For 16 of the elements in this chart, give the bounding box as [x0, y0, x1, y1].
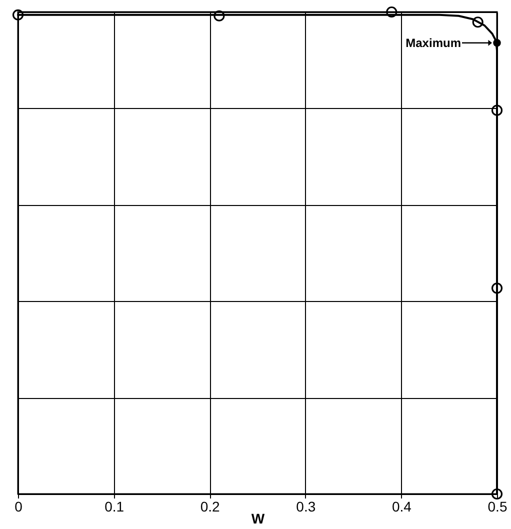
x-axis-title: W	[251, 510, 266, 526]
point	[472, 16, 484, 28]
point	[12, 9, 24, 20]
x-tick-label: 0.1	[104, 498, 124, 514]
x-tick-label: 0	[14, 498, 23, 514]
point	[214, 10, 225, 22]
point	[493, 38, 501, 47]
point	[491, 282, 503, 294]
point	[386, 6, 398, 18]
legend-label: Maximum	[406, 36, 461, 50]
x-tick-label: 0.4	[392, 498, 412, 514]
x-tick-label: 0.2	[200, 498, 220, 514]
point	[491, 104, 503, 116]
x-tick-label: 0.5	[488, 498, 508, 514]
x-tick-label: 0.3	[296, 498, 316, 514]
point	[491, 488, 503, 500]
